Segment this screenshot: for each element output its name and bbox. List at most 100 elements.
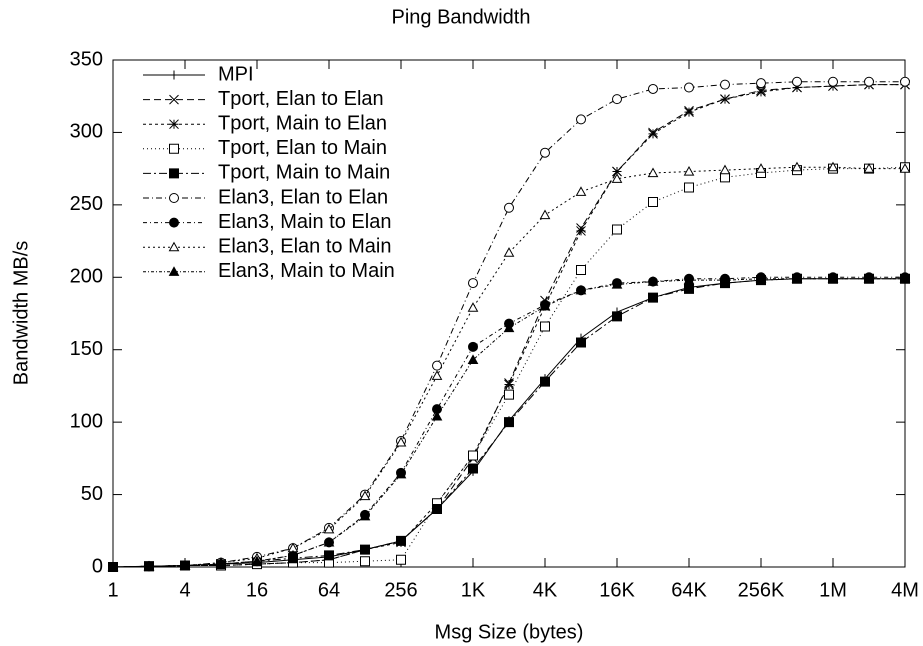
- marker: [755, 273, 767, 283]
- marker: [468, 341, 478, 352]
- marker: [540, 376, 550, 387]
- marker: [359, 490, 371, 501]
- legend-label: Tport, Main to Main: [218, 162, 390, 184]
- marker: [791, 161, 803, 172]
- marker: [323, 523, 335, 534]
- y-tick-label: 300: [70, 121, 103, 143]
- marker: [576, 226, 586, 236]
- marker: [756, 87, 766, 97]
- marker: [863, 273, 875, 283]
- marker: [684, 82, 694, 93]
- legend-label: Elan3, Elan to Main: [218, 235, 391, 257]
- x-tick-label: 256K: [738, 579, 785, 601]
- marker: [791, 273, 803, 283]
- x-tick-label: 64K: [671, 579, 707, 601]
- x-tick-label: 1: [107, 579, 118, 601]
- x-tick-label: 1M: [819, 579, 847, 601]
- marker: [612, 224, 622, 235]
- marker: [864, 76, 874, 87]
- marker: [900, 76, 910, 87]
- y-tick-label: 150: [70, 338, 103, 360]
- marker: [467, 354, 479, 364]
- marker: [792, 76, 802, 87]
- marker: [169, 217, 179, 228]
- marker: [612, 94, 622, 105]
- marker: [648, 292, 658, 303]
- chart-title: Ping Bandwidth: [392, 6, 531, 28]
- marker: [395, 468, 407, 479]
- marker: [360, 544, 370, 555]
- y-tick-label: 50: [81, 483, 103, 505]
- marker: [863, 163, 875, 173]
- marker: [755, 163, 767, 173]
- marker: [169, 119, 179, 130]
- marker: [647, 167, 659, 178]
- y-tick-label: 350: [70, 48, 103, 70]
- marker: [611, 278, 623, 289]
- marker: [648, 196, 658, 207]
- marker: [648, 83, 658, 94]
- x-tick-label: 4M: [891, 579, 919, 601]
- marker: [431, 410, 443, 421]
- marker: [576, 337, 586, 348]
- marker: [360, 556, 370, 567]
- marker: [612, 311, 622, 322]
- marker: [468, 463, 478, 474]
- marker: [576, 265, 586, 276]
- marker: [251, 555, 263, 566]
- marker: [324, 550, 334, 561]
- marker: [540, 147, 550, 158]
- marker: [576, 114, 586, 125]
- legend-label: Tport, Elan to Main: [218, 137, 387, 159]
- marker: [792, 82, 802, 93]
- marker: [539, 209, 551, 220]
- marker: [828, 76, 838, 87]
- x-tick-label: 16: [246, 579, 268, 601]
- marker: [168, 266, 180, 276]
- marker: [468, 450, 478, 461]
- marker: [169, 143, 179, 154]
- marker: [169, 94, 179, 105]
- legend-label: Tport, Elan to Elan: [218, 88, 384, 110]
- marker: [720, 94, 730, 104]
- marker: [431, 370, 443, 380]
- marker: [504, 389, 514, 400]
- marker: [503, 247, 515, 257]
- marker: [432, 504, 442, 515]
- marker: [827, 161, 839, 172]
- marker: [169, 193, 179, 203]
- marker: [168, 241, 180, 252]
- marker: [683, 274, 695, 285]
- marker: [647, 276, 659, 286]
- marker: [540, 321, 550, 332]
- marker: [719, 274, 731, 285]
- marker: [359, 510, 371, 521]
- y-tick-label: 200: [70, 266, 103, 288]
- marker: [432, 360, 442, 371]
- x-tick-label: 4: [179, 579, 190, 601]
- marker: [611, 173, 623, 183]
- marker: [107, 561, 119, 572]
- marker: [575, 284, 587, 295]
- y-tick-label: 0: [92, 555, 103, 577]
- marker: [169, 70, 179, 80]
- y-tick-label: 100: [70, 410, 103, 432]
- marker: [287, 549, 299, 560]
- series-line: [112, 81, 905, 568]
- marker: [503, 322, 515, 333]
- x-tick-label: 1K: [461, 579, 486, 601]
- marker: [719, 164, 731, 175]
- marker: [215, 558, 227, 569]
- marker: [323, 536, 335, 547]
- marker: [467, 302, 479, 312]
- y-tick-label: 250: [70, 193, 103, 215]
- legend-label: Elan3, Elan to Elan: [218, 186, 388, 208]
- marker: [504, 417, 514, 428]
- legend-label: Elan3, Main to Elan: [218, 211, 391, 233]
- marker: [684, 283, 694, 294]
- marker: [504, 379, 514, 390]
- x-axis-label: Msg Size (bytes): [435, 621, 584, 643]
- x-tick-label: 256: [384, 579, 417, 601]
- marker: [396, 554, 406, 565]
- marker: [468, 278, 478, 289]
